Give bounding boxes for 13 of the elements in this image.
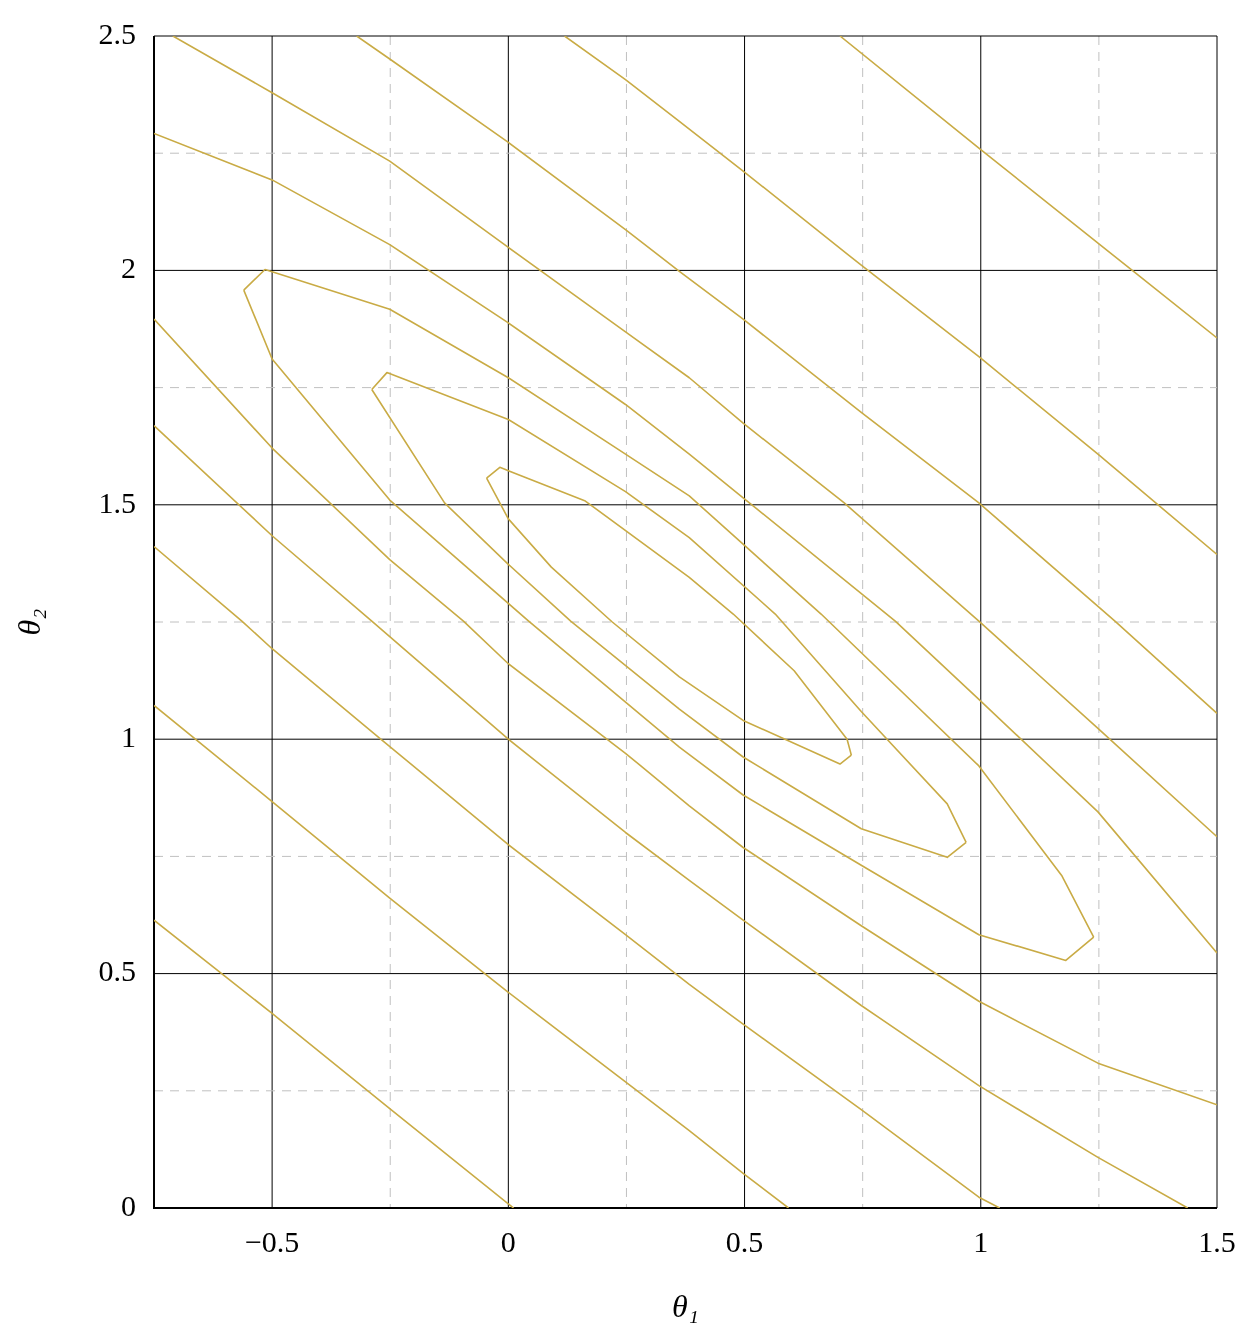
y-tick-label: 0 [121,1188,136,1222]
x-axis-title: θ₁ [672,1288,699,1325]
x-tick-label: −0.5 [244,1224,300,1258]
x-tick-label: 1.5 [1198,1224,1236,1258]
x-tick-label: 0 [500,1224,516,1258]
y-axis-title: θ₂ [10,608,47,636]
y-tick-label: 2 [121,251,136,285]
y-tick-label: 0.5 [98,954,136,988]
y-tick-label: 1.5 [98,485,136,519]
x-tick-label: 0.5 [725,1224,764,1258]
x-tick-label: 1 [973,1224,989,1258]
y-tick-label: 1 [121,720,136,754]
y-tick-label: 2.5 [98,16,136,50]
